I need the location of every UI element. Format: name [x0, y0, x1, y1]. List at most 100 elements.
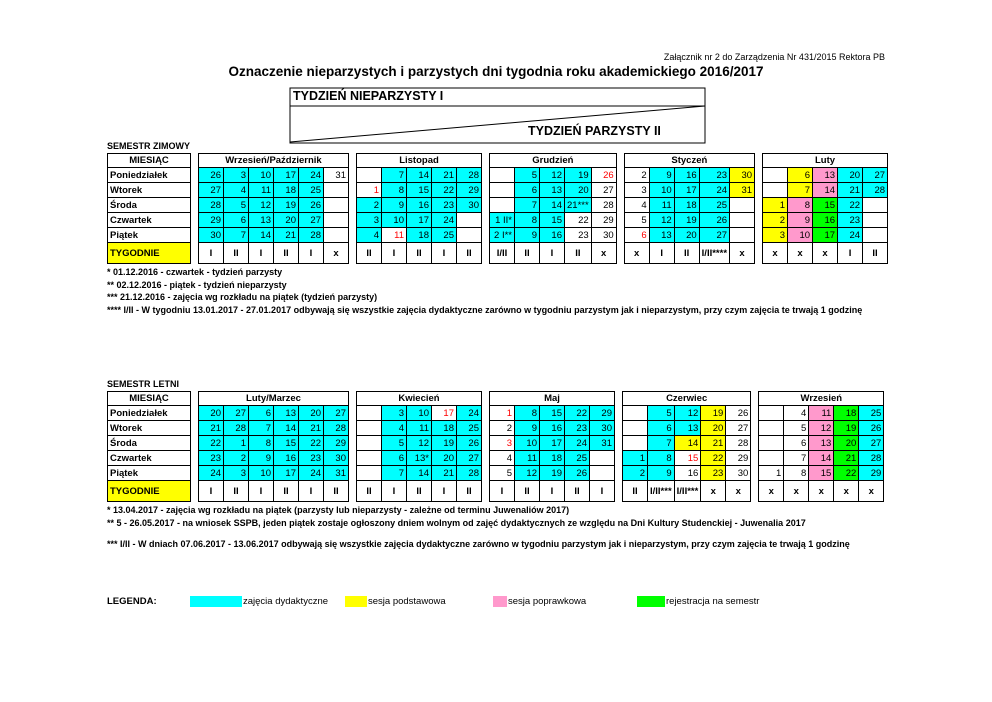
day-cell	[729, 197, 756, 213]
day-cell: 20	[700, 420, 727, 436]
day-cell	[356, 167, 382, 183]
day-cell: 27	[198, 182, 224, 198]
gap	[482, 436, 490, 451]
day-cell: 28	[590, 197, 617, 213]
month-name: Wrzesień/Październik	[198, 153, 349, 168]
notes: * 01.12.2016 - czwartek - tydzień parzys…	[107, 266, 897, 316]
day-cell: 28	[725, 435, 752, 451]
week-type: II	[564, 480, 590, 502]
day-cell: 22	[837, 197, 864, 213]
gap	[349, 481, 357, 502]
day-cell: 11	[808, 405, 835, 421]
day-cell: 10	[787, 227, 814, 243]
week-type: II	[273, 242, 299, 264]
header-note: Załącznik nr 2 do Zarządzenia Nr 431/201…	[663, 52, 885, 62]
day-cell: 7	[783, 450, 810, 466]
day-cell: 27	[725, 420, 752, 436]
gap	[191, 466, 199, 481]
legend-label: sesja poprawkowa	[508, 596, 587, 607]
day-cell: 30	[729, 167, 756, 183]
gap	[349, 168, 357, 183]
day-cell: 9	[648, 167, 675, 183]
day-cell	[758, 435, 785, 451]
day-cell: 10	[406, 405, 432, 421]
footnote: ** 5 - 26.05.2017 - na wniosek SSPB, jed…	[107, 517, 806, 528]
gap	[615, 406, 623, 421]
day-cell: 27	[590, 182, 617, 198]
day-cell: 3	[381, 405, 407, 421]
day-cell	[729, 227, 756, 243]
day-cell	[323, 227, 349, 243]
day-cell: 4	[489, 450, 515, 466]
gap	[616, 168, 624, 183]
day-cell: 8	[514, 405, 540, 421]
day-cell: 17	[539, 435, 565, 451]
day-cell	[356, 420, 382, 436]
day-cell: 19	[673, 212, 700, 228]
day-cell: 6	[647, 420, 675, 436]
header-row: MIESIĄC Luty/Marzec Kwiecień Maj Czerwiec Wrz…	[107, 391, 885, 406]
day-cell: 23	[698, 167, 731, 183]
day-cell: 25	[431, 227, 457, 243]
week-type: x	[808, 480, 835, 502]
day-cell: 16	[273, 450, 299, 466]
day-cell: 5	[223, 197, 249, 213]
day-cell: 21***	[564, 197, 592, 213]
week-type: II	[323, 480, 349, 502]
gap	[349, 436, 357, 451]
day-cell: 13	[248, 212, 274, 228]
gap	[755, 168, 763, 183]
gap	[349, 198, 357, 213]
week-type: II	[564, 242, 592, 264]
gap	[482, 243, 490, 264]
legend-label: rejestracja na semestr	[666, 596, 760, 607]
month-name: Luty	[762, 153, 889, 168]
day-cell: 12	[248, 197, 274, 213]
week-type: I	[489, 480, 515, 502]
day-cell: 26	[456, 435, 482, 451]
day-cell: 9	[514, 227, 540, 243]
day-name: Środa	[107, 435, 191, 451]
day-cell: 2	[762, 212, 789, 228]
day-cell: 4	[783, 405, 810, 421]
day-cell: 30	[725, 465, 752, 481]
day-cell: 12	[539, 167, 565, 183]
day-cell: 26	[858, 420, 885, 436]
day-cell: 8	[381, 182, 407, 198]
day-cell: 25	[858, 405, 885, 421]
day-cell: 16	[539, 420, 565, 436]
gap	[349, 392, 357, 406]
week-type: x	[323, 242, 349, 264]
week-type: I	[431, 242, 457, 264]
legend-swatch	[345, 596, 367, 607]
day-row: Czwartek 29 6 13 20 27 3 10 17 24 1 II* 8 15 22 29 5 12 1…	[107, 212, 889, 228]
gap	[615, 481, 623, 502]
day-cell: 23	[198, 450, 224, 466]
month-name: Maj	[489, 391, 615, 406]
day-cell	[489, 182, 515, 198]
day-cell: 15	[539, 405, 565, 421]
day-cell: 14	[406, 167, 432, 183]
day-cell: 27	[223, 405, 249, 421]
day-cell: 13*	[406, 450, 432, 466]
day-cell: 12	[673, 405, 702, 421]
semester-name: SEMESTR ZIMOWY	[107, 141, 190, 151]
day-cell: 26	[698, 212, 731, 228]
semester: SEMESTR LETNI MIESIĄC Luty/Marzec Kwiecień M…	[107, 379, 897, 551]
day-cell: 18	[431, 420, 457, 436]
gap	[616, 213, 624, 228]
day-cell: 24	[564, 435, 590, 451]
gap	[615, 421, 623, 436]
day-cell: 25	[456, 420, 482, 436]
day-cell: 15	[273, 435, 299, 451]
day-cell: 13	[273, 405, 299, 421]
gap	[191, 451, 199, 466]
gap	[191, 481, 199, 502]
day-cell: 2	[223, 450, 249, 466]
week-type: I	[648, 242, 675, 264]
day-cell: 29	[725, 450, 752, 466]
day-cell: 17	[431, 405, 457, 421]
day-cell: 21	[700, 435, 727, 451]
month-name: Czerwiec	[621, 391, 752, 406]
week-type: x	[725, 480, 752, 502]
